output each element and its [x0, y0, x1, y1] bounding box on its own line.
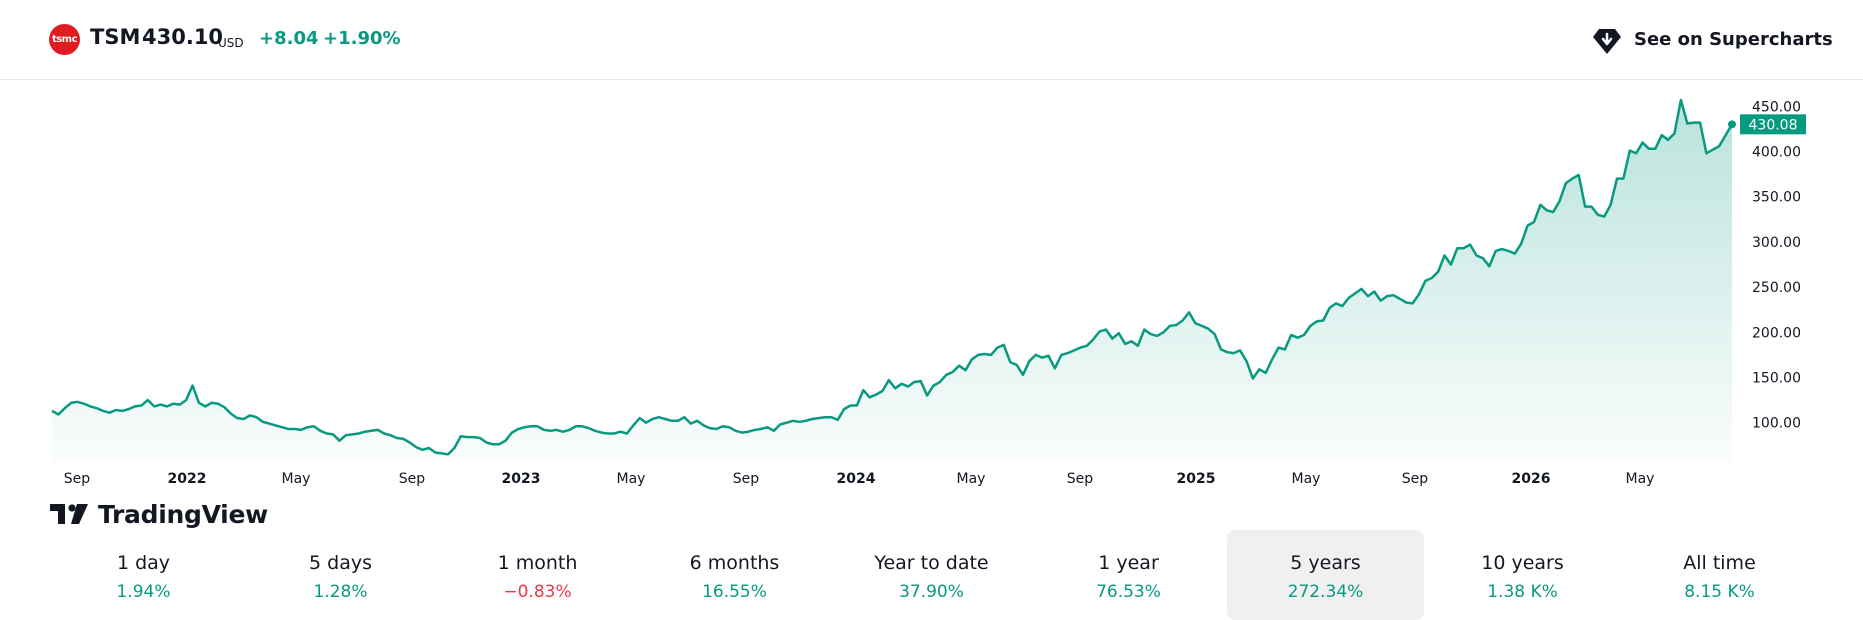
ticker-symbol[interactable]: TSM: [90, 25, 141, 49]
y-axis-tick-label: 150.00: [1752, 370, 1801, 386]
last-value-label: 430.08: [1749, 117, 1798, 133]
tsmc-logo: tsmc: [49, 24, 80, 55]
x-axis-tick-label: Sep: [399, 471, 426, 487]
tradingview-logo-icon: [50, 504, 88, 524]
y-axis-tick-label: 100.00: [1752, 416, 1801, 432]
last-price-dot: [1728, 120, 1736, 129]
x-axis-tick-label: May: [957, 471, 986, 487]
range-tab-10-years[interactable]: 10 years 1.38 K%: [1424, 530, 1621, 620]
range-tab-change: 1.28%: [313, 582, 368, 602]
x-axis-tick-label: Sep: [733, 471, 760, 487]
x-axis-tick-label: May: [617, 471, 646, 487]
range-tab-5-years[interactable]: 5 years 272.34%: [1227, 530, 1424, 620]
supercharts-icon[interactable]: [1592, 26, 1622, 56]
range-tab-6-months[interactable]: 6 months 16.55%: [636, 530, 833, 620]
y-axis-tick-label: 200.00: [1752, 325, 1801, 341]
range-tab-change: 272.34%: [1287, 582, 1364, 602]
time-range-selector: 1 day 1.94% 5 days 1.28% 1 month −0.83% 6 mont…: [45, 530, 1825, 620]
range-tab-label: All time: [1683, 552, 1756, 574]
x-axis-tick-label: Sep: [1067, 471, 1094, 487]
y-axis-tick-label: 350.00: [1752, 190, 1801, 206]
range-tab-label: 5 days: [309, 552, 372, 574]
range-tab-5-days[interactable]: 5 days 1.28%: [242, 530, 439, 620]
range-tab-label: 6 months: [689, 552, 780, 574]
range-tab-all-time[interactable]: All time 8.15 K%: [1621, 530, 1818, 620]
x-axis-tick-label: 2022: [168, 471, 207, 487]
y-axis-tick-label: 250.00: [1752, 280, 1801, 296]
range-tab-label: 10 years: [1481, 552, 1564, 574]
price-area-fill: [52, 100, 1732, 462]
x-axis-tick-label: 2023: [502, 471, 541, 487]
x-axis-tick-label: May: [1292, 471, 1321, 487]
range-tab-change: 37.90%: [899, 582, 964, 602]
price-line: [51, 98, 1734, 456]
range-tab-change: −0.83%: [503, 582, 572, 602]
see-on-supercharts-link[interactable]: See on Supercharts: [1634, 29, 1833, 50]
y-axis-tick-label: 450.00: [1752, 99, 1801, 115]
y-axis-tick-label: 400.00: [1752, 145, 1801, 161]
range-tab-change: 8.15 K%: [1684, 582, 1755, 602]
range-tab-label: 1 day: [116, 552, 171, 574]
range-tab-year-to-date[interactable]: Year to date 37.90%: [833, 530, 1030, 620]
range-tab-label: 1 year: [1098, 552, 1159, 574]
range-tab-change: 1.94%: [116, 582, 171, 602]
x-axis-tick-label: Sep: [64, 471, 91, 487]
range-tab-change: 1.38 K%: [1487, 582, 1558, 602]
price-change-percent: +1.90%: [323, 28, 401, 49]
range-tab-change: 16.55%: [702, 582, 767, 602]
range-tab-change: 76.53%: [1096, 582, 1161, 602]
currency-label: USD: [218, 36, 244, 50]
header: tsmc TSM 430.10 USD +8.04 +1.90% See on …: [0, 0, 1863, 80]
range-tab-label: 5 years: [1290, 552, 1361, 574]
x-axis-tick-label: Sep: [1402, 471, 1429, 487]
price-chart-svg[interactable]: 450.00 400.00 350.00 300.00 250.00 200.00 150.…: [0, 80, 1863, 500]
last-value-badge: [1740, 114, 1806, 135]
x-axis-tick-label: May: [1626, 471, 1655, 487]
range-tab-label: 1 month: [497, 552, 578, 574]
last-price: 430.10: [142, 25, 224, 49]
price-chart[interactable]: 450.00 400.00 350.00 300.00 250.00 200.00 150.…: [0, 80, 1863, 529]
range-tab-1-month[interactable]: 1 month −0.83%: [439, 530, 636, 620]
range-tab-label: Year to date: [874, 552, 989, 574]
x-axis-tick-label: May: [282, 471, 311, 487]
tradingview-wordmark: TradingView: [98, 500, 268, 529]
x-axis-tick-label: 2026: [1512, 471, 1551, 487]
range-tab-1-day[interactable]: 1 day 1.94%: [45, 530, 242, 620]
x-axis-tick-label: 2025: [1177, 471, 1216, 487]
range-tab-1-year[interactable]: 1 year 76.53%: [1030, 530, 1227, 620]
y-axis-tick-label: 300.00: [1752, 235, 1801, 251]
x-axis-tick-label: 2024: [837, 471, 876, 487]
price-change: +8.04: [259, 28, 319, 49]
